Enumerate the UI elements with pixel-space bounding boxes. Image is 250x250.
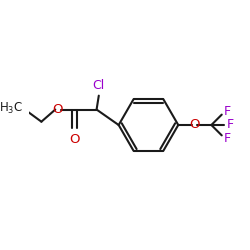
Text: Cl: Cl	[93, 79, 105, 92]
Text: O: O	[53, 103, 63, 116]
Text: F: F	[224, 132, 231, 145]
Text: H$_3$C: H$_3$C	[0, 101, 23, 116]
Text: O: O	[190, 118, 200, 132]
Text: F: F	[227, 118, 234, 132]
Text: F: F	[224, 105, 231, 118]
Text: O: O	[69, 133, 80, 146]
